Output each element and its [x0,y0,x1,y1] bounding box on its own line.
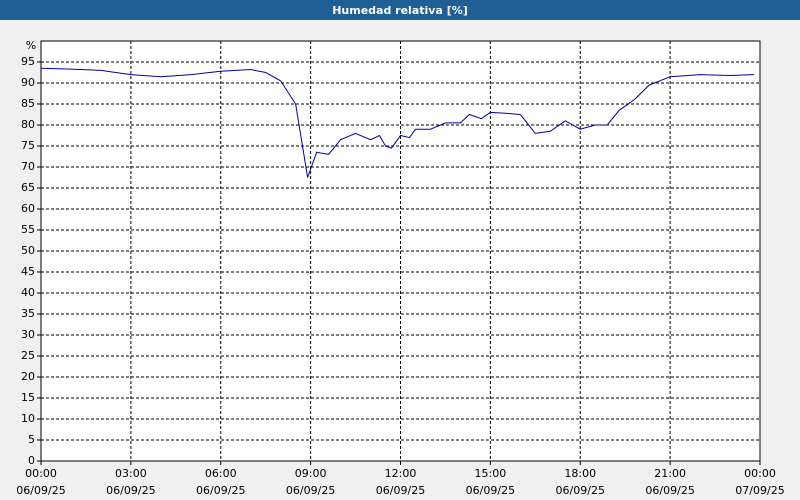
y-tick-label: 15 [21,391,35,404]
x-tick-date: 06/09/25 [376,484,425,497]
y-tick-label: 90 [21,76,35,89]
y-tick-label: 25 [21,349,35,362]
data-line [40,67,755,178]
y-tick-label: 80 [21,118,35,131]
y-tick-label: 0 [28,454,35,467]
y-axis-label: % [26,39,36,52]
x-tick-label: 21:00 [654,467,686,480]
y-tick-label: 5 [28,433,35,446]
y-tick-label: 40 [21,286,35,299]
x-tick-date: 06/09/25 [196,484,245,497]
x-tick-date: 06/09/25 [106,484,155,497]
x-tick-label: 06:00 [205,467,237,480]
x-tick-date: 06/09/25 [645,484,694,497]
y-tick-label: 50 [21,244,35,257]
chart-title: Humedad relativa [%] [332,4,468,17]
y-tick-label: 30 [21,328,35,341]
x-tick-label: 09:00 [295,467,327,480]
x-tick-date: 06/09/25 [556,484,605,497]
y-tick-label: 45 [21,265,35,278]
x-tick-label: 15:00 [475,467,507,480]
y-tick-label: 95 [21,55,35,68]
x-tick-date: 06/09/25 [286,484,335,497]
y-tick-label: 75 [21,139,35,152]
y-tick-label: 65 [21,181,35,194]
y-tick-label: 10 [21,412,35,425]
x-tick-label: 03:00 [115,467,147,480]
x-tick-date: 06/09/25 [466,484,515,497]
y-tick-label: 60 [21,202,35,215]
y-tick-label: 85 [21,97,35,110]
y-tick-label: 35 [21,307,35,320]
x-tick-label: 18:00 [564,467,596,480]
x-tick-date: 07/09/25 [735,484,784,497]
x-tick-label: 12:00 [385,467,417,480]
y-tick-label: 20 [21,370,35,383]
x-tick-label: 00:00 [744,467,776,480]
y-tick-label: 55 [21,223,35,236]
y-tick-label: 70 [21,160,35,173]
x-tick-date: 06/09/25 [16,484,65,497]
title-bar [0,0,800,20]
x-tick-label: 00:00 [25,467,57,480]
